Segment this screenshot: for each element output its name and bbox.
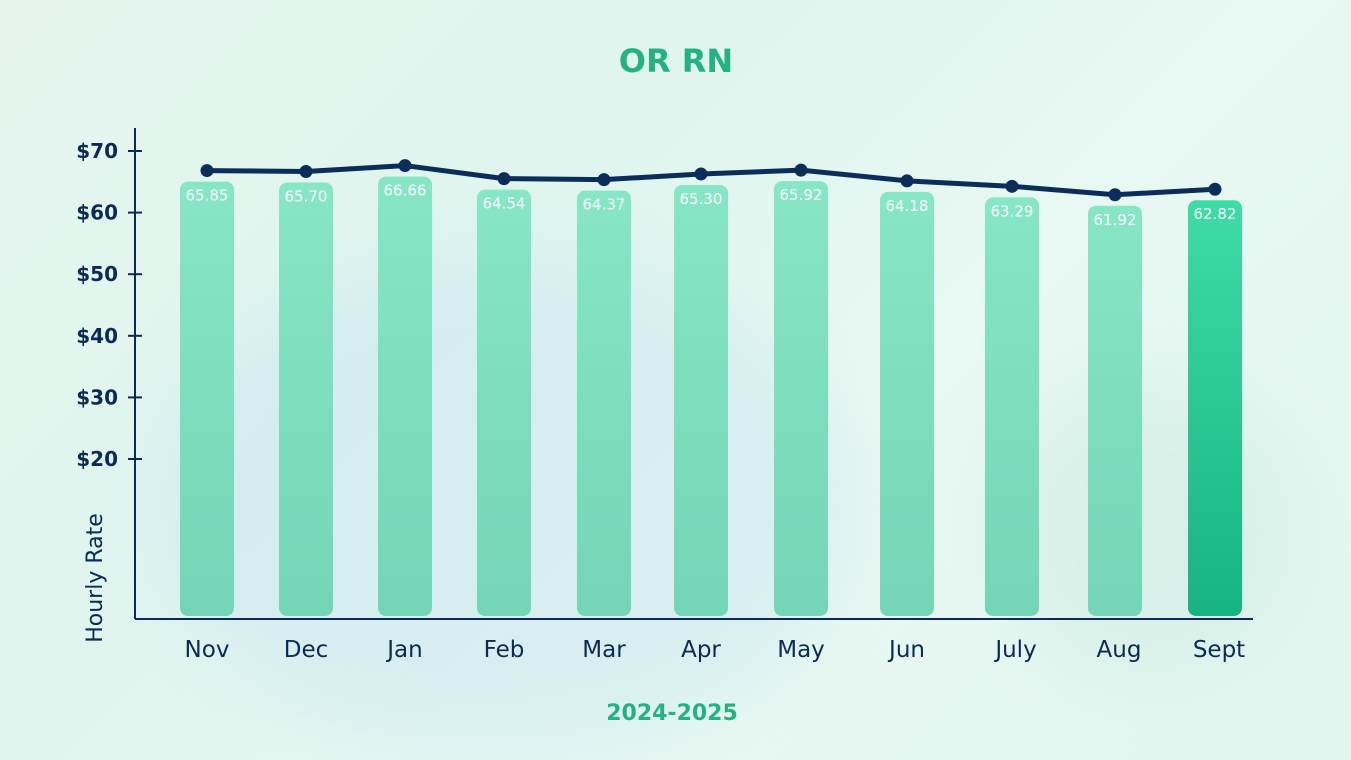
y-tick-label: $20 — [76, 447, 118, 471]
y-tick-label: $70 — [76, 139, 118, 163]
x-tick-label: Dec — [284, 637, 329, 663]
trend-point — [497, 172, 511, 186]
x-tick-label: Jan — [385, 637, 422, 663]
value-label: 65.85 — [186, 187, 229, 205]
value-label: 64.18 — [886, 197, 929, 215]
bar-jan — [378, 176, 432, 616]
value-label: 61.92 — [1094, 211, 1137, 229]
y-tick-label: $60 — [76, 201, 118, 225]
trend-point — [1208, 182, 1222, 196]
bar-dec — [279, 182, 333, 616]
y-tick-label: $50 — [76, 262, 118, 286]
x-tick-label: Jun — [887, 637, 925, 663]
x-tick-label: July — [993, 637, 1036, 663]
bar-jun — [880, 191, 934, 616]
background-shape — [1000, 380, 1300, 680]
trend-point — [1108, 188, 1122, 202]
x-tick-label: Aug — [1097, 637, 1142, 663]
chart-title: OR RN — [619, 42, 733, 80]
x-tick-label: Apr — [681, 637, 721, 663]
y-tick-label: $30 — [76, 385, 118, 409]
bar-sept — [1188, 200, 1242, 616]
trend-point — [694, 167, 708, 181]
bar-nov — [180, 181, 234, 616]
bar-may — [774, 181, 828, 616]
trend-point — [597, 173, 611, 187]
value-label: 66.66 — [384, 182, 427, 200]
bar-mar — [577, 190, 631, 617]
bar-feb — [477, 189, 531, 616]
bar-apr — [674, 184, 728, 616]
value-label: 64.54 — [483, 195, 526, 213]
y-tick-label: $40 — [76, 324, 118, 348]
x-tick-label: May — [777, 637, 825, 663]
x-tick-label: Feb — [484, 637, 525, 663]
x-axis-title: 2024-2025 — [606, 701, 738, 726]
value-label: 65.92 — [780, 186, 823, 204]
value-label: 65.30 — [680, 190, 723, 208]
y-axis-title: Hourly Rate — [83, 513, 108, 643]
value-label: 65.70 — [285, 187, 328, 205]
value-label: 64.37 — [583, 196, 626, 214]
trend-point — [1005, 179, 1019, 193]
value-label: 63.29 — [991, 202, 1034, 220]
value-label: 62.82 — [1194, 205, 1237, 223]
trend-point — [794, 163, 808, 177]
x-tick-label: Nov — [185, 637, 230, 663]
trend-point — [200, 164, 214, 178]
bar-july — [985, 197, 1039, 616]
trend-point — [900, 174, 914, 188]
x-tick-label: Sept — [1193, 637, 1245, 663]
trend-point — [398, 159, 412, 173]
trend-point — [299, 164, 313, 178]
bar-aug — [1088, 205, 1142, 616]
x-tick-label: Mar — [582, 637, 626, 663]
